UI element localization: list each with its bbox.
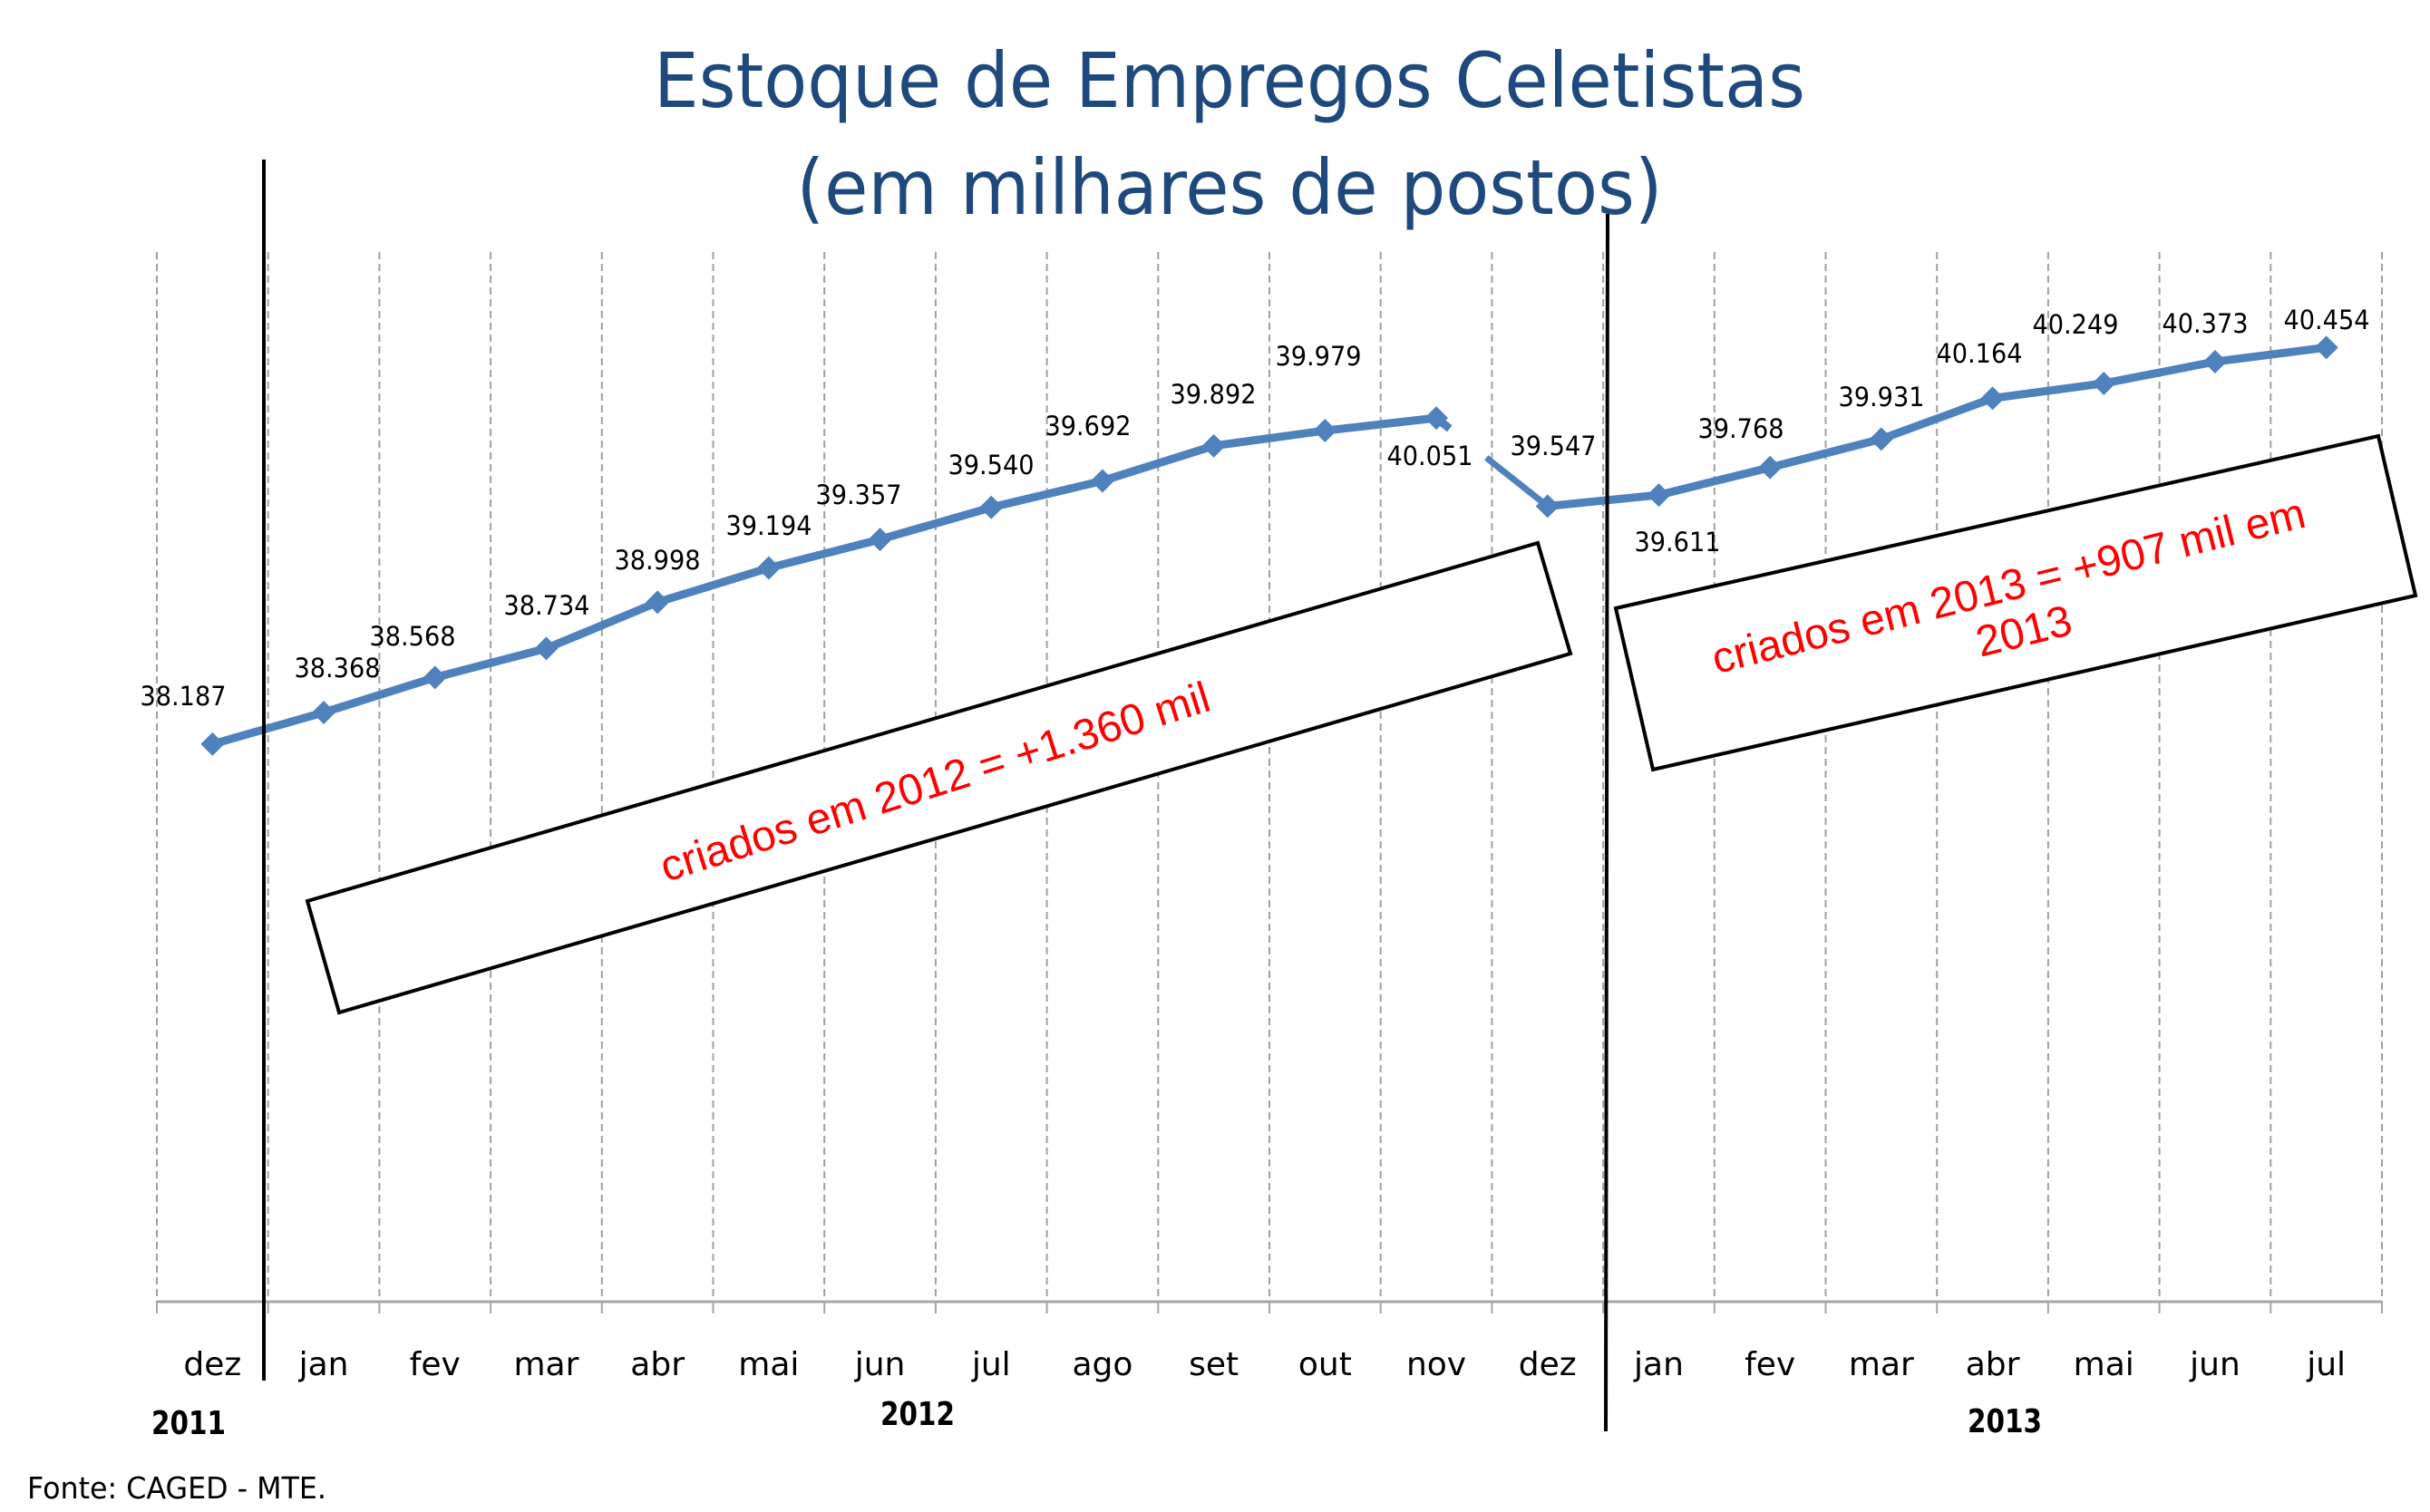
month-label: mar <box>513 1346 578 1383</box>
diamond-marker-icon <box>1980 386 2005 411</box>
month-label: mar <box>1849 1346 1914 1383</box>
month-label: fev <box>1745 1346 1795 1383</box>
diamond-marker-icon <box>1535 494 1560 519</box>
x-axis <box>156 1300 2383 1313</box>
month-label: abr <box>1966 1346 2020 1383</box>
month-label: ago <box>1072 1346 1132 1383</box>
month-label: abr <box>630 1346 685 1383</box>
diamond-marker-icon <box>1758 455 1783 480</box>
month-label: out <box>1298 1346 1352 1383</box>
month-label: mai <box>738 1346 799 1383</box>
data-label: 39.357 <box>816 480 902 510</box>
data-label: 39.611 <box>1635 527 1721 557</box>
diamond-marker-icon <box>979 495 1004 519</box>
month-label: jan <box>1633 1346 1684 1383</box>
diamond-marker-icon <box>534 636 559 661</box>
month-label: jul <box>971 1346 1011 1383</box>
data-label: 40.051 <box>1387 441 1473 471</box>
month-label: jun <box>854 1346 906 1383</box>
diamond-marker-icon <box>2092 371 2116 395</box>
diamond-marker-icon <box>2202 350 2227 374</box>
month-label: fev <box>410 1346 461 1383</box>
diamond-marker-icon <box>1090 469 1114 493</box>
month-label: set <box>1189 1346 1239 1383</box>
month-label: jun <box>2189 1346 2240 1383</box>
data-label: 39.547 <box>1511 431 1597 461</box>
data-label: 39.194 <box>726 510 812 541</box>
source-note: Fonte: CAGED - MTE. <box>27 1470 326 1506</box>
diamond-marker-icon <box>423 665 447 690</box>
data-label: 39.892 <box>1171 379 1257 410</box>
diamond-marker-icon <box>646 590 670 615</box>
data-label: 39.692 <box>1045 411 1132 441</box>
month-label: mai <box>2074 1346 2134 1383</box>
data-label: 39.768 <box>1698 413 1784 444</box>
series-line-segment <box>1484 455 1550 509</box>
data-label: 39.931 <box>1839 382 1925 412</box>
diamond-marker-icon <box>312 700 336 724</box>
diamond-marker-icon <box>756 556 781 580</box>
year-label-2013: 2013 <box>1968 1403 2042 1440</box>
data-label: 38.998 <box>615 545 701 576</box>
month-labels: dez jan fev mar abr mai jun jul ago set out nov dez j… <box>183 1346 2346 1383</box>
data-label: 38.734 <box>504 590 590 621</box>
chart-title-line1: Estoque de Empregos Celetistas <box>654 36 1805 125</box>
data-label: 40.454 <box>2284 305 2370 335</box>
data-label: 40.164 <box>1937 338 2023 369</box>
data-label: 40.373 <box>2163 308 2249 339</box>
data-label: 38.187 <box>141 681 227 712</box>
diamond-marker-icon <box>1313 419 1337 443</box>
diamond-marker-icon <box>1869 427 1893 451</box>
year-label-2011: 2011 <box>151 1405 226 1442</box>
diamond-marker-icon <box>1424 406 1449 431</box>
diamond-marker-icon <box>1201 433 1226 458</box>
year-label-2012: 2012 <box>880 1396 955 1433</box>
gridlines <box>156 252 2383 1302</box>
data-label: 38.368 <box>295 653 381 683</box>
month-label: nov <box>1406 1346 1466 1383</box>
month-label: jul <box>2306 1346 2346 1383</box>
annotation-box-2013: criados em 2013 = +907 mil em 2013 <box>1613 433 2418 772</box>
series-line-segment <box>1547 343 2328 510</box>
month-label: dez <box>183 1346 241 1383</box>
data-label: 39.979 <box>1276 341 1362 372</box>
year-separator-2012-2013 <box>1604 213 1609 1432</box>
chart-title-line2: (em milhares de postos) <box>797 143 1663 232</box>
data-label: 39.540 <box>948 450 1035 480</box>
series-line-segment <box>211 413 1437 749</box>
data-label: 40.249 <box>2033 309 2119 340</box>
diamond-marker-icon <box>868 528 892 552</box>
data-label: 38.568 <box>370 621 456 652</box>
diamond-marker-icon <box>2314 335 2338 360</box>
series-line <box>200 335 2338 756</box>
month-label: dez <box>1519 1346 1577 1383</box>
diamond-marker-icon <box>1647 483 1671 508</box>
month-label: jan <box>298 1346 349 1383</box>
diamond-marker-icon <box>200 732 225 756</box>
